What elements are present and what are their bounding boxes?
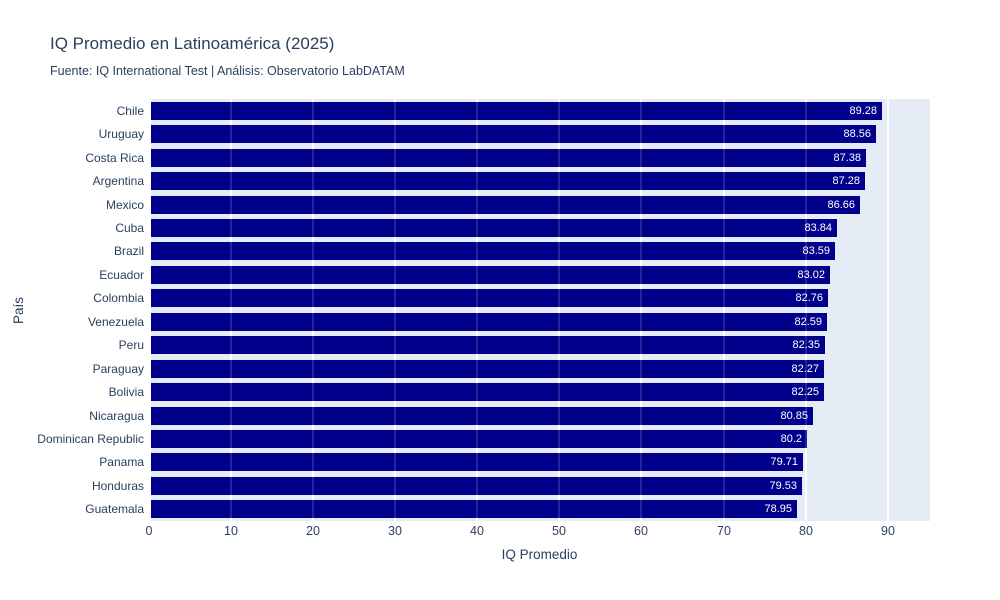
y-tick-label-colombia: Colombia — [93, 291, 144, 305]
bar-value-label: 83.59 — [802, 245, 830, 258]
gridline-20 — [312, 99, 314, 521]
gridline-overlay-50 — [558, 99, 560, 521]
bar-cuba: 83.84 — [149, 218, 837, 237]
bar-value-label: 80.2 — [780, 432, 802, 445]
bar-honduras: 79.53 — [149, 476, 802, 495]
x-axis-title: IQ Promedio — [501, 547, 578, 562]
bar-dominican-republic: 80.2 — [149, 429, 807, 448]
y-tick-label-ecuador: Ecuador — [99, 268, 144, 282]
bar-value-label: 87.28 — [832, 175, 860, 188]
y-tick-label-venezuela: Venezuela — [87, 315, 144, 329]
y-tick-label-brazil: Brazil — [113, 244, 144, 258]
gridline-overlay-10 — [230, 99, 232, 521]
chart-subtitle: Fuente: IQ International Test | Análisis… — [50, 64, 405, 78]
bar-venezuela: 82.59 — [149, 312, 827, 331]
x-tick-label-90: 90 — [881, 524, 895, 538]
chart-title: IQ Promedio en Latinoamérica (2025) — [50, 34, 335, 53]
y-tick-label-peru: Peru — [118, 338, 144, 352]
bar-value-label: 82.59 — [794, 315, 822, 328]
gridline-90 — [887, 99, 889, 521]
x-tick-label-10: 10 — [224, 524, 238, 538]
x-tick-label-40: 40 — [470, 524, 484, 538]
gridline-10 — [230, 99, 232, 521]
bar-value-label: 89.28 — [849, 104, 877, 117]
bar-value-label: 82.76 — [795, 292, 823, 305]
y-tick-label-uruguay: Uruguay — [98, 127, 144, 141]
y-tick-label-paraguay: Paraguay — [92, 362, 144, 376]
y-tick-label-nicaragua: Nicaragua — [89, 409, 144, 423]
bar-paraguay: 82.27 — [149, 359, 824, 378]
bar-value-label: 86.66 — [827, 198, 855, 211]
y-tick-label-costa-rica: Costa Rica — [85, 151, 144, 165]
gridline-overlay-90 — [887, 99, 889, 521]
bar-value-label: 82.27 — [791, 362, 819, 375]
y-tick-label-argentina: Argentina — [92, 174, 144, 188]
bar-value-label: 88.56 — [843, 128, 871, 141]
gridline-70 — [723, 99, 725, 521]
bar-value-label: 82.35 — [792, 339, 820, 352]
gridline-overlay-60 — [640, 99, 642, 521]
plot-area: 89.28 88.56 87.38 87.28 86.66 83.84 83.59 83.02… — [148, 99, 930, 521]
bar-value-label: 79.53 — [769, 479, 797, 492]
gridline-overlay-30 — [394, 99, 396, 521]
x-tick-label-20: 20 — [306, 524, 320, 538]
bar-value-label: 80.85 — [780, 409, 808, 422]
bar-uruguay: 88.56 — [149, 125, 876, 144]
gridline-30 — [394, 99, 396, 521]
y-tick-label-dominican-republic: Dominican Republic — [37, 432, 144, 446]
gridline-overlay-40 — [476, 99, 478, 521]
x-tick-label-30: 30 — [388, 524, 402, 538]
bar-value-label: 83.84 — [804, 221, 832, 234]
bar-value-label: 83.02 — [797, 268, 825, 281]
y-tick-label-chile: Chile — [116, 104, 144, 118]
gridline-overlay-80 — [805, 99, 807, 521]
x-tick-label-60: 60 — [634, 524, 648, 538]
y-tick-label-mexico: Mexico — [105, 198, 144, 212]
gridline-60 — [640, 99, 642, 521]
bar-chile: 89.28 — [149, 101, 882, 120]
bar-guatemala: 78.95 — [149, 500, 797, 519]
gridline-overlay-20 — [312, 99, 314, 521]
bar-value-label: 78.95 — [764, 503, 792, 516]
y-tick-label-honduras: Honduras — [91, 479, 144, 493]
x-tick-label-50: 50 — [552, 524, 566, 538]
bar-nicaragua: 80.85 — [149, 406, 813, 425]
bar-panama: 79.71 — [149, 453, 803, 472]
gridline-80 — [805, 99, 807, 521]
gridline-overlay-70 — [723, 99, 725, 521]
gridline-50 — [558, 99, 560, 521]
bar-costa-rica: 87.38 — [149, 148, 866, 167]
bar-argentina: 87.28 — [149, 172, 865, 191]
y-tick-label-cuba: Cuba — [115, 221, 144, 235]
bar-value-label: 82.25 — [791, 386, 819, 399]
x-tick-label-70: 70 — [717, 524, 731, 538]
bar-bolivia: 82.25 — [149, 383, 824, 402]
gridline-40 — [476, 99, 478, 521]
bar-value-label: 87.38 — [833, 151, 861, 164]
x-tick-label-80: 80 — [799, 524, 813, 538]
zero-line — [149, 99, 151, 521]
bar-ecuador: 83.02 — [149, 265, 830, 284]
y-tick-label-guatemala: Guatemala — [85, 502, 144, 516]
bar-value-label: 79.71 — [770, 456, 798, 469]
y-tick-label-bolivia: Bolivia — [108, 385, 144, 399]
bar-mexico: 86.66 — [149, 195, 860, 214]
y-tick-label-panama: Panama — [99, 455, 144, 469]
bar-brazil: 83.59 — [149, 242, 835, 261]
bar-peru: 82.35 — [149, 336, 825, 355]
x-tick-label-0: 0 — [145, 524, 153, 538]
bar-colombia: 82.76 — [149, 289, 828, 308]
